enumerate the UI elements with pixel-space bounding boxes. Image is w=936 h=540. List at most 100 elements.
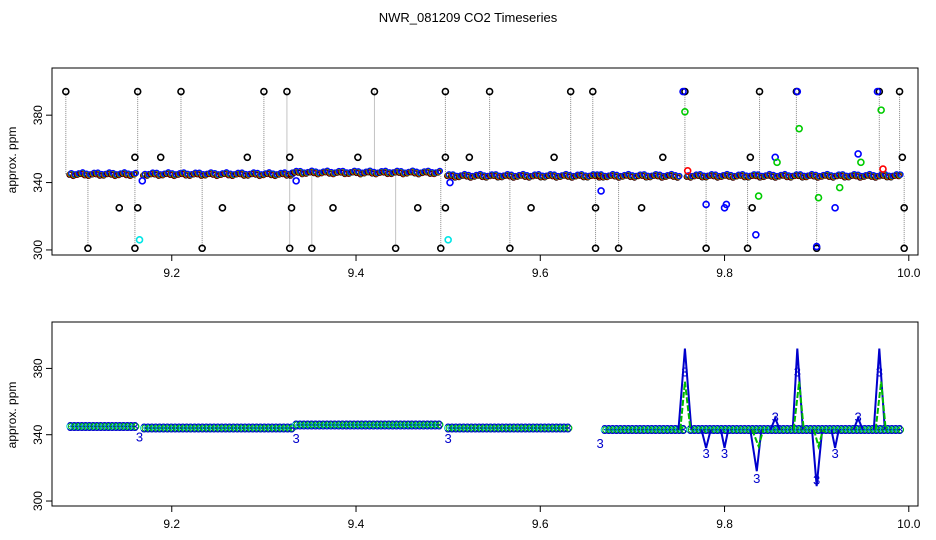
- data-point: [329, 204, 337, 212]
- series-line: [852, 415, 864, 431]
- series-line: [677, 348, 693, 430]
- point-label: 3: [679, 422, 686, 437]
- point-label: 3: [753, 471, 760, 486]
- point-label: 3: [435, 417, 442, 432]
- data-point: [702, 200, 710, 209]
- chart-title: NWR_081209 CO2 Timeseries: [379, 10, 558, 25]
- y-tick-label: 300: [31, 240, 45, 260]
- data-point: [893, 426, 901, 434]
- point-label: 3: [597, 436, 604, 451]
- point-label: 3: [896, 422, 903, 437]
- y-tick-label: 300: [31, 491, 45, 511]
- data-point: [747, 172, 754, 180]
- data-point: [133, 87, 142, 96]
- point-label: 3: [131, 419, 138, 434]
- data-point: [465, 153, 474, 162]
- data-point: [457, 172, 464, 179]
- point-label: 3: [831, 446, 838, 461]
- data-point: [370, 87, 379, 96]
- data-point: [795, 124, 803, 133]
- data-point: [633, 172, 640, 180]
- data-point: [814, 193, 823, 202]
- data-point: [506, 244, 514, 253]
- data-point: [754, 192, 763, 200]
- data-point: [203, 170, 211, 178]
- data-point: [62, 87, 70, 96]
- data-point: [889, 172, 896, 179]
- top-panel: 9.2 9.4 9.6 9.8 10.0 300 340 380 approx. ppm: [5, 67, 921, 280]
- bottom-y-axis-label: approx. ppm: [5, 382, 19, 449]
- bottom-panel-axes: 9.2 9.4 9.6 9.8 10.0 300 340 380: [31, 358, 921, 531]
- top-y-axis-label: approx. ppm: [5, 127, 19, 194]
- series-line: [811, 429, 824, 487]
- y-tick-label: 340: [31, 172, 45, 192]
- data-point: [131, 244, 139, 253]
- data-point: [441, 87, 450, 96]
- x-tick-label: 9.6: [532, 266, 549, 280]
- point-label: 3: [702, 446, 709, 461]
- data-point: [527, 172, 535, 180]
- point-label: 3: [136, 429, 143, 444]
- data-point: [307, 244, 316, 253]
- data-point: [231, 171, 238, 178]
- data-point: [287, 204, 296, 212]
- data-point: [879, 165, 887, 173]
- data-point: [304, 168, 312, 176]
- data-point: [441, 153, 450, 162]
- data-point: [156, 153, 165, 162]
- data-point: [390, 169, 397, 176]
- data-point: [138, 177, 147, 185]
- data-point: [446, 178, 454, 187]
- series-line: [751, 429, 765, 450]
- series-line: [679, 381, 692, 430]
- data-point: [354, 153, 362, 162]
- data-point: [285, 153, 294, 162]
- data-point: [804, 172, 812, 179]
- data-point: [605, 172, 613, 179]
- data-point: [566, 87, 575, 96]
- data-point: [246, 170, 253, 178]
- series-line: [700, 429, 712, 449]
- data-point: [743, 244, 752, 253]
- data-point: [683, 166, 692, 175]
- point-label: 3: [681, 365, 688, 380]
- data-point: [895, 87, 904, 96]
- data-point: [527, 204, 535, 212]
- data-point: [543, 172, 550, 179]
- data-point: [847, 172, 854, 179]
- data-point: [436, 421, 444, 429]
- data-point: [793, 87, 802, 96]
- data-point: [260, 87, 268, 96]
- data-point: [374, 169, 381, 176]
- data-point: [614, 244, 623, 253]
- data-point: [243, 153, 252, 162]
- point-label: 3: [564, 421, 571, 436]
- data-point: [565, 424, 573, 432]
- data-point: [702, 244, 710, 253]
- data-point: [391, 244, 400, 253]
- data-point: [413, 204, 422, 212]
- top-plot-frame: [51, 67, 919, 256]
- data-point: [588, 87, 597, 96]
- x-tick-label: 9.4: [348, 517, 365, 531]
- data-point: [586, 172, 593, 180]
- data-point: [188, 171, 195, 178]
- data-point: [637, 204, 646, 212]
- x-tick-label: 9.4: [348, 266, 365, 280]
- data-point: [835, 183, 844, 192]
- series-line: [874, 381, 887, 430]
- data-point: [133, 204, 142, 212]
- data-point: [441, 204, 450, 212]
- data-point: [877, 106, 885, 114]
- data-point: [812, 242, 821, 251]
- data-point: [591, 204, 600, 212]
- data-point: [659, 153, 667, 162]
- data-point: [198, 244, 206, 253]
- data-point: [789, 172, 796, 180]
- series-line: [769, 415, 781, 431]
- data-point: [145, 170, 153, 178]
- data-point: [500, 172, 507, 179]
